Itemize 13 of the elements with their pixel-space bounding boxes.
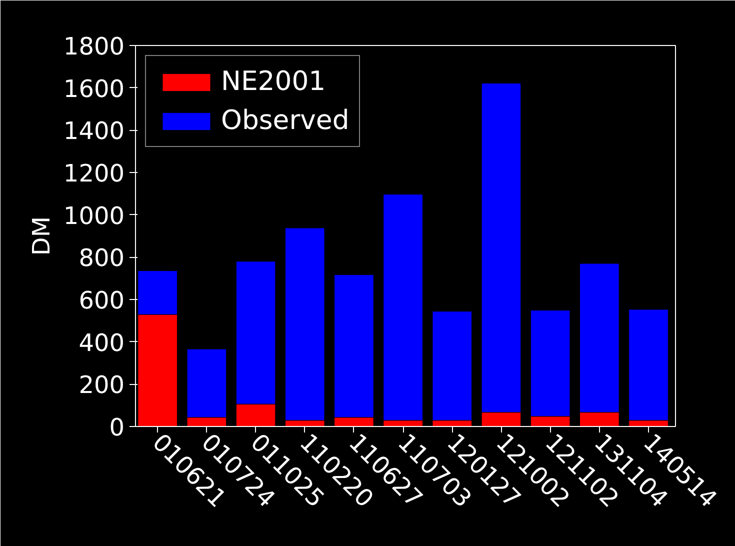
y-tick-label: 200	[78, 371, 125, 400]
y-tick-label: 1200	[63, 160, 124, 188]
legend-label: NE2001	[221, 66, 326, 97]
y-tick-label: 1400	[63, 117, 124, 146]
y-tick-label: 600	[78, 286, 125, 314]
y-tick-label: 1600	[63, 74, 124, 103]
y-tick-label: 0	[109, 414, 125, 442]
legend-label: Observed	[221, 105, 350, 136]
y-tick-label: 800	[78, 244, 125, 272]
y-tick-label: 1000	[63, 202, 124, 230]
y-tick-label: 1800	[63, 32, 124, 60]
y-axis-title: DM	[27, 216, 56, 256]
y-tick-label: 400	[78, 328, 125, 357]
